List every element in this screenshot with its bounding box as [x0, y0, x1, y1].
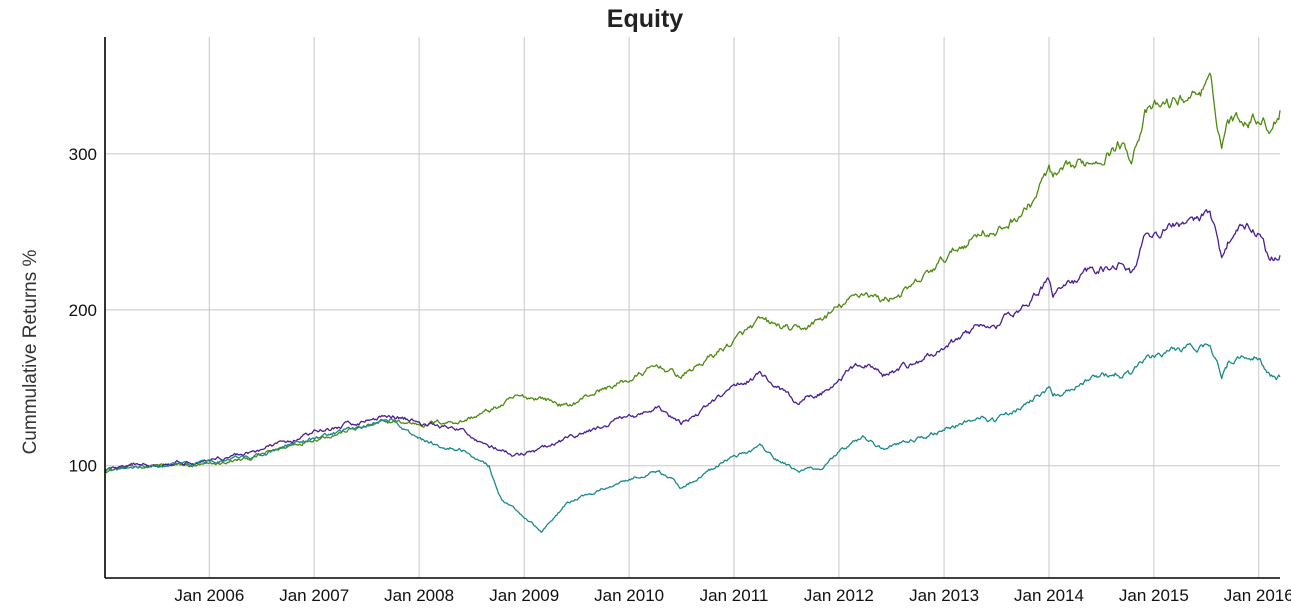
- series-line-3: [104, 342, 1281, 533]
- x-tick-label: Jan 2012: [804, 586, 874, 605]
- y-tick-label: 100: [69, 457, 97, 476]
- series-line-2: [104, 208, 1281, 471]
- y-tick-label: 200: [69, 301, 97, 320]
- x-tick-label: Jan 2009: [489, 586, 559, 605]
- y-axis-label: Cummulative Returns %: [20, 249, 41, 454]
- grid: [105, 37, 1280, 578]
- x-tick-label: Jan 2010: [594, 586, 664, 605]
- x-tick-label: Jan 2014: [1014, 586, 1084, 605]
- x-tick-label: Jan 2008: [384, 586, 454, 605]
- tick-labels: Jan 2006 Jan 2007 Jan 2008 Jan 2009 Jan 2010…: [69, 145, 1291, 605]
- x-tick-label: Jan 2013: [909, 586, 979, 605]
- series-line-1: [104, 72, 1281, 474]
- y-tick-label: 300: [69, 145, 97, 164]
- x-tick-label: Jan 2007: [279, 586, 349, 605]
- series-group: [104, 72, 1281, 533]
- x-tick-label: Jan 2006: [174, 586, 244, 605]
- x-tick-label: Jan 2015: [1119, 586, 1189, 605]
- axes: [104, 37, 1280, 579]
- x-tick-label: Jan 2011: [700, 586, 769, 605]
- chart-title: Equity: [607, 5, 683, 33]
- x-tick-label: Jan 2016: [1224, 586, 1291, 605]
